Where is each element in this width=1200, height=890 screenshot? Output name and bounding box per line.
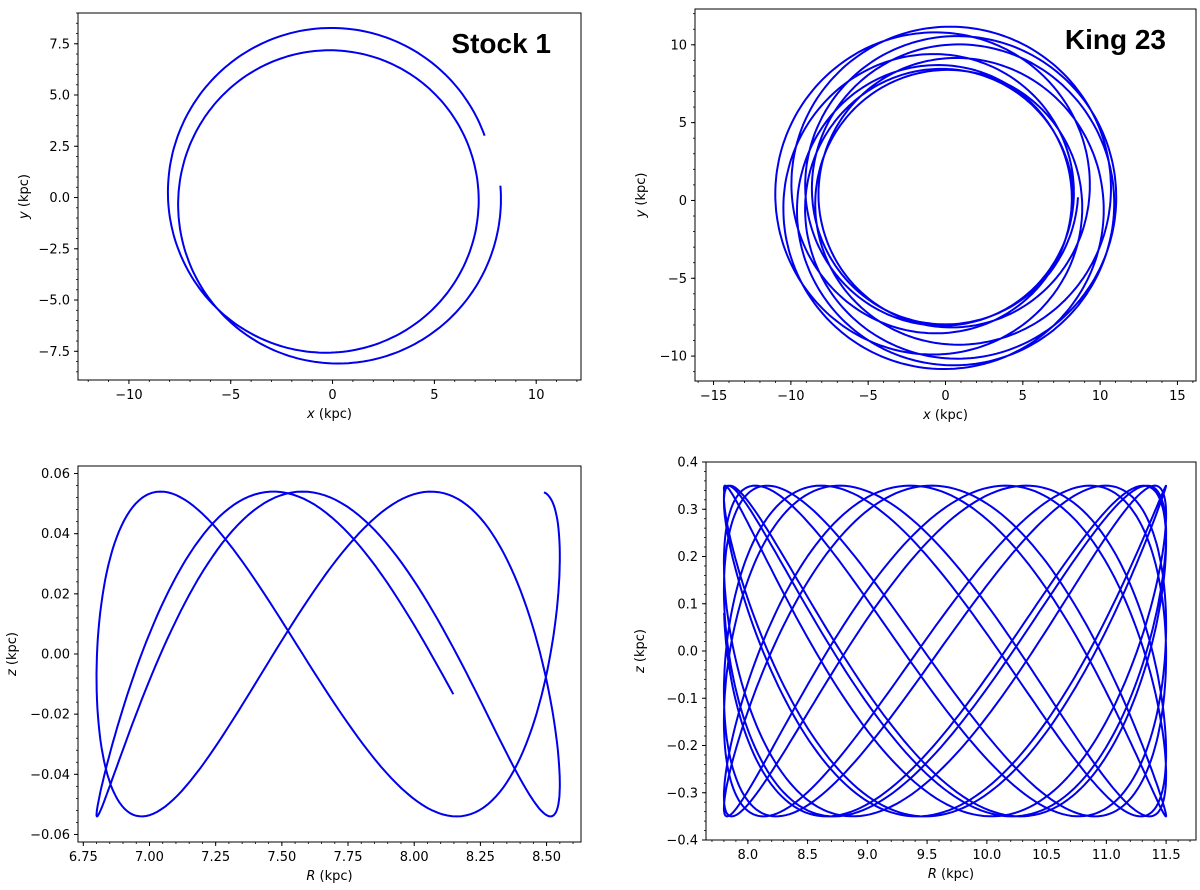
y-tick-label: 0.06 (41, 467, 70, 482)
x-tick-label: 5 (1019, 389, 1027, 404)
x-tick-label: 9.0 (857, 848, 878, 863)
x-axis-label: R (kpc) (928, 867, 974, 882)
x-tick-label: 7.00 (135, 850, 164, 865)
y-tick-label: −0.1 (666, 692, 698, 707)
x-tick-label: 7.75 (334, 850, 363, 865)
orbit-line-0 (95, 490, 561, 818)
x-tick-label: 11.0 (1092, 848, 1121, 863)
y-tick-label: −0.06 (30, 828, 70, 843)
y-tick-label: 0.2 (677, 550, 698, 565)
y-axis-label: z (kpc) (5, 632, 20, 677)
y-tick-label: 0.1 (677, 597, 698, 612)
x-tick-label: −15 (700, 389, 727, 404)
y-tick-label: 0.04 (41, 527, 70, 542)
y-tick-label: −5.0 (38, 294, 70, 309)
orbit-line-0 (722, 484, 1168, 818)
orbit-curve-layer (95, 490, 561, 818)
panel-stock1-rz: 6.75 7.00 7.25 7.50 7.75 8.00 8.25 8.50 −0.06 −0.… (5, 465, 582, 884)
x-tick-label: 8.50 (532, 850, 561, 865)
x-tick-label: 7.50 (267, 850, 296, 865)
y-tick-label: −0.4 (666, 834, 698, 849)
y-tick-label: 10 (670, 38, 687, 53)
y-tick-label: −2.5 (38, 242, 70, 257)
y-tick-label: −0.04 (30, 768, 70, 783)
y-tick-label: −7.5 (38, 345, 70, 360)
y-axis-label: y (kpc) (634, 173, 649, 219)
x-tick-label: 8.5 (797, 848, 818, 863)
orbit-curve-layer (722, 484, 1168, 818)
x-tick-label: 10.5 (1032, 848, 1061, 863)
x-tick-label: 10 (528, 388, 545, 403)
panel-stock1-xy: −10 −5 0 5 10 −7.5 −5.0 −2.5 0.0 2.5 5.0 7.5 Stock … (17, 12, 582, 422)
x-tick-label: 9.5 (917, 848, 938, 863)
x-tick-label: 10.0 (972, 848, 1001, 863)
y-tick-label: 2.5 (49, 140, 70, 155)
x-tick-label: 7.25 (201, 850, 230, 865)
y-tick-label: 0 (679, 194, 687, 209)
y-axis-label: y (kpc) (17, 174, 32, 220)
y-tick-label: 5 (679, 116, 687, 131)
y-tick-label: −0.3 (666, 786, 698, 801)
y-tick-label: −0.2 (666, 739, 698, 754)
panel-title: King 23 (1065, 24, 1166, 55)
x-tick-label: −5 (859, 389, 878, 404)
x-tick-label: 6.75 (69, 850, 98, 865)
y-tick-label: 7.5 (49, 37, 70, 52)
x-tick-label: 8.00 (400, 850, 429, 865)
x-tick-label: −10 (777, 389, 804, 404)
y-tick-label: 0.00 (41, 648, 70, 663)
tick-layer: 8.0 8.5 9.0 9.5 10.0 10.5 11.0 11.5 −0.4 −0.3 −0.2… (666, 456, 1191, 863)
x-tick-label: 0 (941, 389, 949, 404)
tick-layer: −15 −10 −5 0 5 10 15 −10 −5 0 5 10 (660, 13, 1194, 404)
y-tick-label: 0.0 (49, 191, 70, 206)
x-axis-label: x (kpc) (306, 407, 352, 422)
x-tick-label: 10 (1092, 389, 1109, 404)
x-axis-label: x (kpc) (922, 408, 968, 423)
x-axis-label: R (kpc) (306, 869, 352, 884)
orbit-line-0 (774, 25, 1118, 370)
y-tick-label: 0.02 (41, 587, 70, 602)
x-tick-label: 11.5 (1152, 848, 1181, 863)
plot-frame (77, 12, 582, 381)
panel-king23-rz: 8.0 8.5 9.0 9.5 10.0 10.5 11.0 11.5 −0.4 −0.3 −0.2… (633, 456, 1197, 882)
y-axis-label: z (kpc) (633, 629, 648, 674)
x-tick-label: −10 (115, 388, 142, 403)
tick-layer: −10 −5 0 5 10 −7.5 −5.0 −2.5 0.0 2.5 5.0 7.5 (38, 12, 578, 403)
tick-layer: 6.75 7.00 7.25 7.50 7.75 8.00 8.25 8.50 −0.06 −0.… (30, 467, 574, 865)
y-tick-label: −5 (668, 272, 687, 287)
y-tick-label: 0.0 (677, 645, 698, 660)
orbit-curve-layer (774, 25, 1118, 370)
x-tick-label: 15 (1169, 389, 1186, 404)
y-tick-label: −0.02 (30, 708, 70, 723)
x-tick-label: 8.0 (737, 848, 758, 863)
y-tick-label: 0.4 (677, 456, 698, 471)
x-tick-label: −5 (221, 388, 240, 403)
panel-title: Stock 1 (451, 28, 551, 59)
x-tick-label: 8.25 (466, 850, 495, 865)
y-tick-label: 5.0 (49, 89, 70, 104)
x-tick-label: 0 (328, 388, 336, 403)
orbit-curve-layer (166, 27, 502, 365)
y-tick-label: 0.3 (677, 503, 698, 518)
y-tick-label: −10 (660, 350, 687, 365)
x-tick-label: 5 (430, 388, 438, 403)
orbit-line-0 (166, 27, 502, 365)
